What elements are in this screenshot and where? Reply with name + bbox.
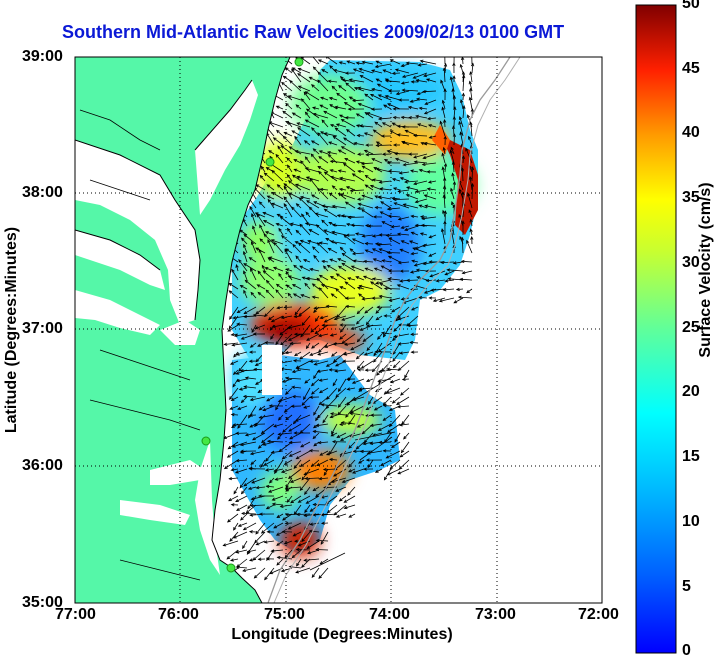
x-tick-label: 76:00 [158, 606, 199, 624]
vector-arrowhead [470, 49, 473, 52]
velocity-vector [407, 280, 418, 281]
colorbar-tick: 10 [682, 513, 700, 531]
colorbar-tick: 50 [682, 0, 700, 13]
y-axis-title: Latitude (Degrees:Minutes) [3, 227, 21, 433]
station-marker [266, 158, 274, 166]
velocity-vector [361, 451, 373, 452]
velocity-vector [385, 289, 400, 290]
x-tick-label: 75:00 [264, 606, 305, 624]
colorbar-tick: 0 [682, 642, 691, 660]
velocity-vector [454, 134, 455, 145]
x-tick-label: 73:00 [475, 606, 516, 624]
station-marker [227, 564, 235, 572]
y-tick-label: 36:00 [22, 457, 63, 475]
y-tick-label: 37:00 [22, 320, 63, 338]
velocity-vector [297, 514, 310, 515]
velocity-vector [376, 145, 391, 146]
velocity-vector [348, 217, 364, 218]
station-marker [295, 58, 303, 66]
colorbar-tick: 35 [682, 189, 700, 207]
y-tick-label: 39:00 [22, 48, 63, 66]
x-tick-label: 77:00 [55, 606, 96, 624]
vector-arrowhead [453, 50, 456, 53]
station-marker [202, 437, 210, 445]
y-tick-label: 38:00 [22, 184, 63, 202]
velocity-vector [386, 235, 400, 236]
colorbar-tick: 20 [682, 383, 700, 401]
data-gap [262, 345, 282, 395]
colorbar-tick: 40 [682, 124, 700, 142]
vector-arrowhead [309, 53, 312, 56]
colorbar [636, 5, 676, 653]
velocity-vector [316, 550, 328, 551]
velocity-vector [387, 253, 400, 254]
colorbar-tick: 5 [682, 578, 691, 596]
colorbar-tick: 30 [682, 254, 700, 272]
colorbar-tick: 25 [682, 319, 700, 337]
x-axis-title: Longitude (Degrees:Minutes) [231, 626, 452, 644]
colorbar-tick: 15 [682, 448, 700, 466]
x-tick-label: 72:00 [578, 606, 619, 624]
x-tick-label: 74:00 [369, 606, 410, 624]
colorbar-tick: 45 [682, 60, 700, 78]
vector-arrowhead [444, 53, 447, 56]
